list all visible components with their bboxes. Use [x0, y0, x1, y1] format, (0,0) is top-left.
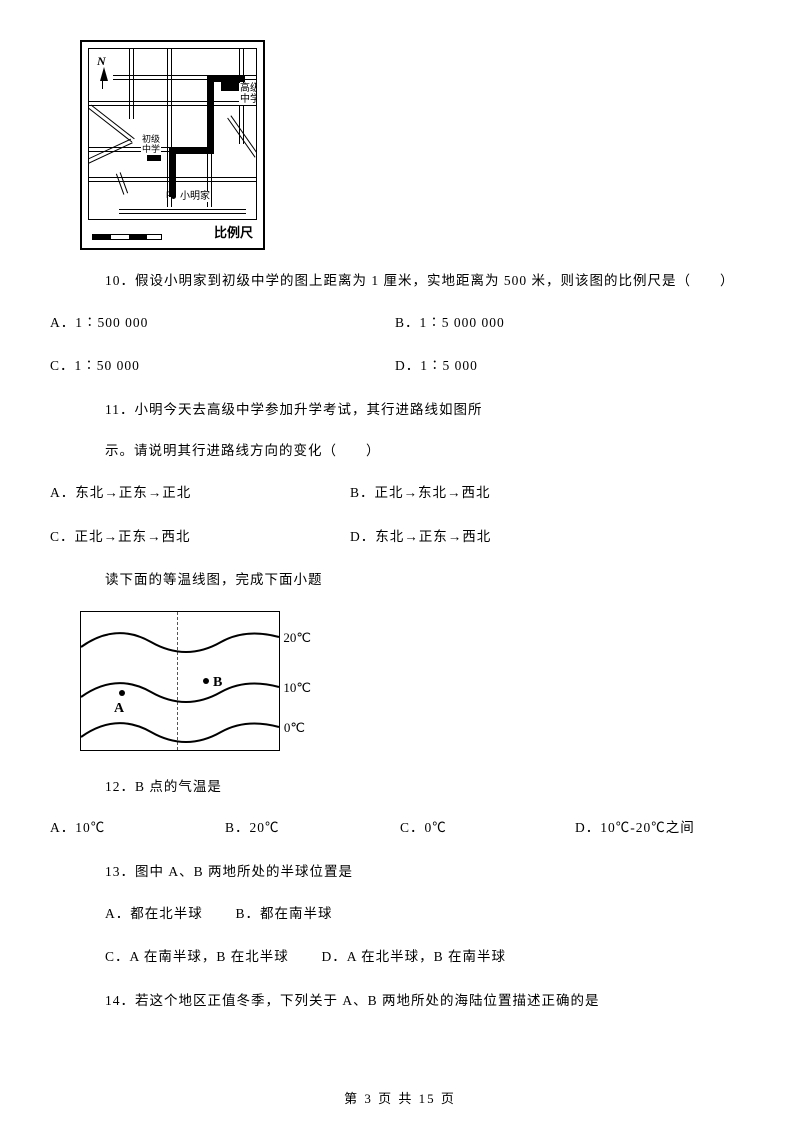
q13-opt-c: C．A 在南半球，B 在北半球 [105, 949, 289, 964]
iso-label-0: 0℃ [284, 718, 305, 739]
q11-options-row1: A．东北→正东→正北 B．正北→东北→西北 [50, 482, 750, 504]
scale-bar-icon [92, 234, 162, 240]
point-a [119, 690, 125, 696]
q14-text: 14．若这个地区正值冬季，下列关于 A、B 两地所处的海陆位置描述正确的是 [105, 990, 750, 1012]
q12-opt-c: C．0℃ [400, 817, 575, 839]
q12-opt-a: A．10℃ [50, 817, 225, 839]
q13-opt-a: A．都在北半球 [105, 906, 203, 921]
q10-options-row1: A．1∶500 000 B．1∶5 000 000 [50, 312, 750, 334]
q11-options-row2: C．正北→正东→西北 D．东北→正东→西北 [50, 526, 750, 548]
q13-opts-cd: C．A 在南半球，B 在北半球 D．A 在北半球，B 在南半球 [105, 946, 750, 968]
q11-opt-a: A．东北→正东→正北 [50, 482, 350, 504]
q12-opt-d: D．10℃-20℃之间 [575, 817, 750, 839]
q11-opt-c: C．正北→正东→西北 [50, 526, 350, 548]
label-chuji: 初级 中学 [141, 135, 161, 155]
iso-label-10: 10℃ [283, 678, 311, 699]
route-segment [169, 147, 211, 154]
point-prefix: P [165, 191, 173, 201]
building-gaoji [221, 81, 239, 91]
label-gaoji: 高级 中学 [239, 83, 257, 105]
q13-opts-ab: A．都在北半球 B．都在南半球 [105, 903, 750, 925]
q13-opt-b: B．都在南半球 [236, 906, 333, 921]
q13-opt-d: D．A 在北半球，B 在南半球 [322, 949, 507, 964]
road [129, 48, 134, 119]
q12-options: A．10℃ B．20℃ C．0℃ D．10℃-20℃之间 [50, 817, 750, 839]
road [88, 105, 134, 143]
road [116, 172, 128, 194]
road [119, 209, 246, 214]
point-b [203, 678, 209, 684]
label-point-b: B [213, 672, 222, 694]
q10-opt-a: A．1∶500 000 [50, 312, 395, 334]
road [88, 101, 257, 106]
scale-label: 比例尺 [214, 223, 253, 244]
label-xiaoming: 小明家 [179, 191, 211, 202]
isotherm-intro: 读下面的等温线图，完成下面小题 [105, 569, 750, 591]
q10-opt-b: B．1∶5 000 000 [395, 312, 750, 334]
map-figure: N 高级 中学 初级 中学 P 小明家 比例尺 [80, 40, 265, 250]
q12-text: 12．B 点的气温是 [105, 776, 750, 798]
q10-opt-d: D．1∶5 000 [395, 355, 750, 377]
north-arrow-icon [100, 67, 108, 81]
q10-opt-c: C．1∶50 000 [50, 355, 395, 377]
q11-line1: 11．小明今天去高级中学参加升学考试，其行进路线如图所 [105, 399, 750, 421]
isotherm-figure: A B 20℃ 10℃ 0℃ [80, 611, 280, 751]
route-segment [207, 77, 214, 154]
q11-opt-b: B．正北→东北→西北 [350, 482, 491, 504]
q11-line2: 示。请说明其行进路线方向的变化（ ） [105, 440, 750, 462]
q13-text: 13．图中 A、B 两地所处的半球位置是 [105, 861, 750, 883]
q12-opt-b: B．20℃ [225, 817, 400, 839]
q10-options-row2: C．1∶50 000 D．1∶5 000 [50, 355, 750, 377]
map-inner: N 高级 中学 初级 中学 P 小明家 [88, 48, 257, 220]
iso-label-20: 20℃ [283, 628, 311, 649]
label-point-a: A [114, 698, 124, 720]
page-footer: 第 3 页 共 15 页 [0, 1089, 800, 1110]
q10-text: 10．假设小明家到初级中学的图上距离为 1 厘米，实地距离为 500 米，则该图… [105, 270, 750, 292]
q11-opt-d: D．东北→正东→西北 [350, 526, 491, 548]
isotherm-curves [81, 612, 281, 752]
